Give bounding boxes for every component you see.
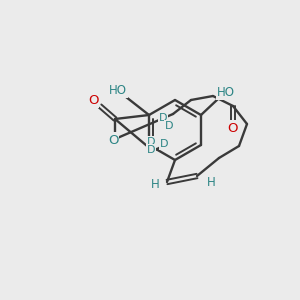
- Text: O: O: [88, 94, 98, 106]
- Text: HO: HO: [217, 86, 235, 100]
- Text: H: H: [151, 178, 159, 190]
- Text: D: D: [159, 113, 167, 123]
- Text: D: D: [147, 137, 155, 147]
- Text: O: O: [228, 122, 238, 134]
- Text: H: H: [207, 176, 215, 188]
- Text: O: O: [108, 134, 118, 146]
- Text: D: D: [165, 121, 173, 131]
- Text: HO: HO: [109, 85, 127, 98]
- Text: D: D: [160, 139, 168, 149]
- Text: D: D: [147, 145, 155, 155]
